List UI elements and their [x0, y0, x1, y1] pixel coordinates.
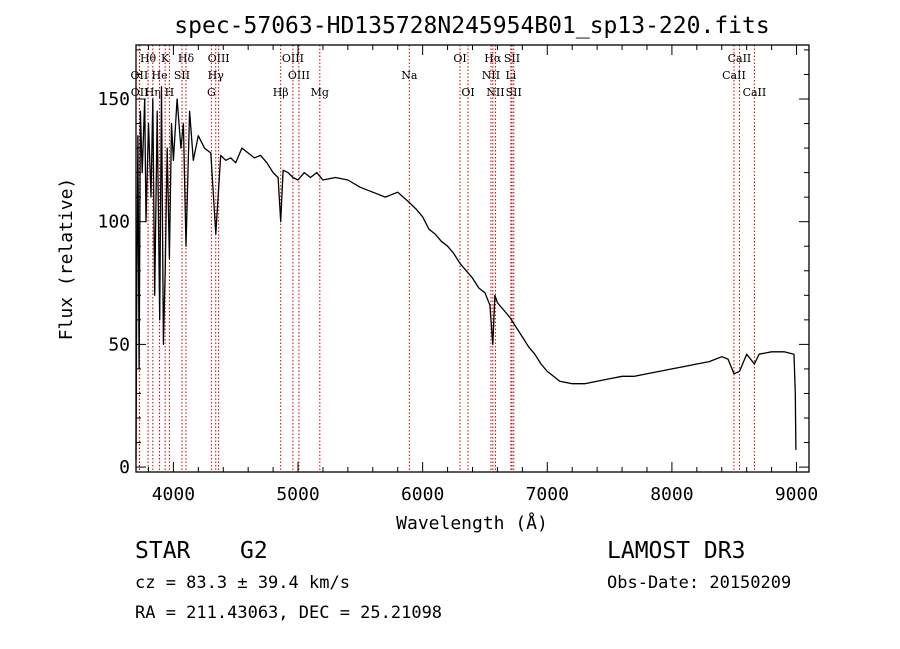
line-label-18: OI [461, 86, 474, 99]
object-class: STAR [135, 538, 191, 564]
redshift-velocity: cz = 83.3 ± 39.4 km/s [135, 573, 350, 593]
line-label-24: SII [506, 86, 522, 99]
chart-title: spec-57063-HD135728N245954B01_sp13-220.f… [174, 13, 769, 39]
line-label-9: OIII [208, 52, 230, 65]
spectrum-line [135, 86, 797, 460]
line-label-0: Hθ [140, 52, 157, 65]
y-tick-label: 0 [119, 457, 130, 478]
line-label-21: NII [486, 86, 504, 99]
x-axis: 4000 5000 6000 7000 8000 9000 [147, 45, 818, 505]
line-label-12: OIII [282, 52, 304, 65]
line-label-4: K [161, 52, 170, 65]
y-axis: 0 50 100 150 [97, 49, 809, 478]
line-label-19: Hα [484, 52, 502, 65]
line-label-10: Hγ [208, 69, 225, 82]
subclass: G2 [240, 538, 268, 564]
y-axis-title: Flux (relative) [56, 178, 77, 341]
line-label-3: Hη [145, 86, 161, 99]
y-tick-label: 150 [97, 89, 130, 110]
line-label-5: He [152, 69, 168, 82]
line-label-16: Na [401, 69, 418, 82]
line-label-6: H [165, 86, 175, 99]
survey-name: LAMOST DR3 [607, 538, 746, 564]
y-tick-label: 50 [108, 334, 130, 355]
line-label-25: CaII [728, 52, 752, 65]
line-label-17: OI [453, 52, 466, 65]
line-label-1: OII [131, 69, 149, 82]
x-tick-label: 8000 [650, 484, 693, 505]
x-tick-label: 9000 [775, 484, 818, 505]
x-tick-label: 4000 [152, 484, 195, 505]
coordinates: RA = 211.43063, DEC = 25.21098 [135, 603, 443, 623]
line-label-22: SII [504, 52, 520, 65]
line-label-7: Hδ [178, 52, 195, 65]
observation-date: Obs-Date: 20150209 [607, 573, 792, 593]
line-label-15: Mg [311, 86, 329, 99]
line-label-14: Hβ [273, 86, 289, 99]
x-axis-title: Wavelength (Å) [396, 512, 548, 534]
x-tick-label: 7000 [526, 484, 569, 505]
line-label-13: OIII [288, 69, 310, 82]
line-label-8: SII [174, 69, 190, 82]
line-label-27: CaII [743, 86, 767, 99]
line-label-23: Li [505, 69, 516, 82]
y-tick-label: 100 [97, 212, 130, 233]
x-tick-label: 5000 [276, 484, 319, 505]
x-tick-label: 6000 [401, 484, 444, 505]
line-label-11: G [207, 86, 216, 99]
line-label-2: OII [131, 86, 149, 99]
line-label-26: CaII [722, 69, 746, 82]
line-label-20: NII [482, 69, 500, 82]
